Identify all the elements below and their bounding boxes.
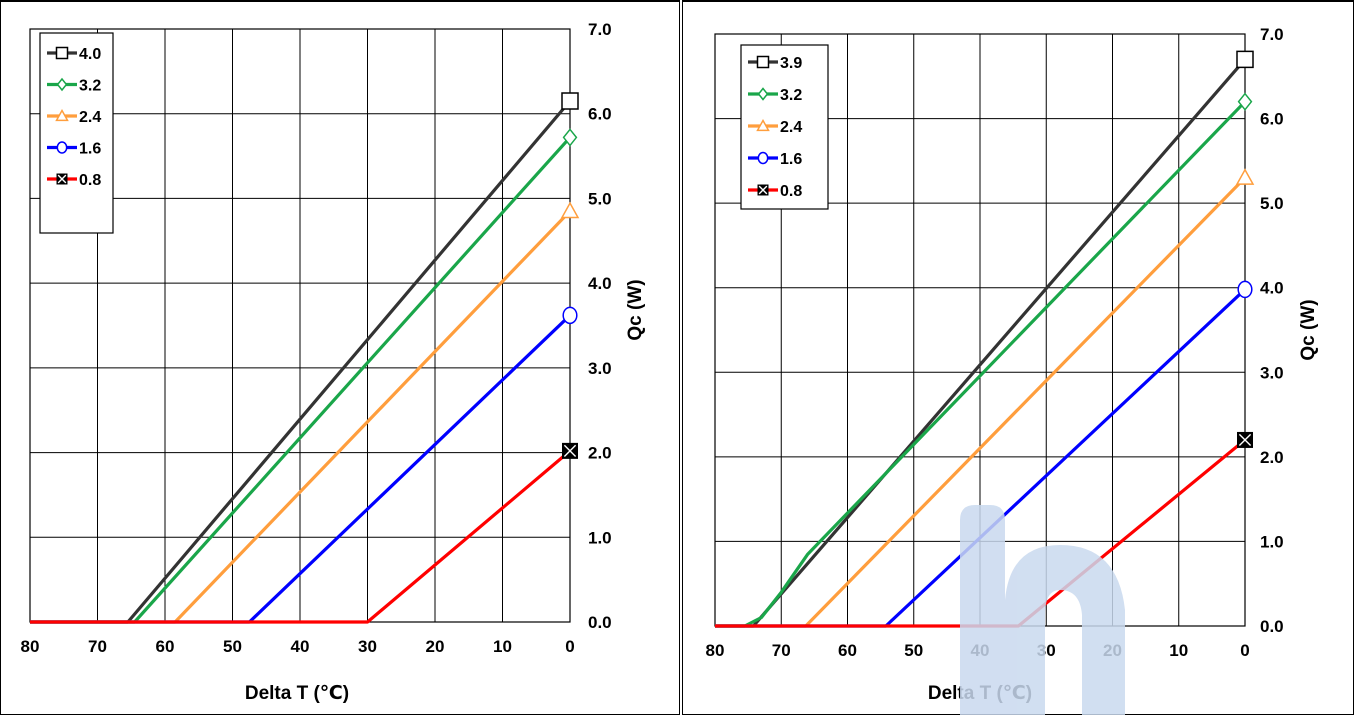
y-tick-label: 2.0 bbox=[588, 444, 612, 463]
x-tick-label: 50 bbox=[904, 641, 923, 660]
legend-label-2: 2.4 bbox=[780, 119, 802, 136]
x-tick-label: 0 bbox=[1240, 641, 1249, 660]
series-end-marker-4 bbox=[562, 442, 578, 459]
legend: 3.9 3.2 2.4 1.6 0.8 bbox=[740, 44, 829, 210]
x-tick-label: 20 bbox=[426, 637, 445, 656]
y-axis-label: Qc (W) bbox=[1298, 299, 1319, 360]
chart-panel-left: 80 70 60 50 40 30 20 10 0 0.0 1.0 2.0 3.0 4.0 5.0 6.0 7.… bbox=[0, 0, 680, 715]
legend-marker-3 bbox=[56, 141, 68, 154]
x-tick-label: 20 bbox=[1103, 641, 1122, 660]
x-tick-label: 70 bbox=[772, 641, 791, 660]
x-tick-label: 80 bbox=[21, 637, 40, 656]
x-tick-label: 10 bbox=[493, 637, 512, 656]
legend-marker-3 bbox=[757, 151, 769, 165]
x-tick-label: 60 bbox=[156, 637, 175, 656]
y-tick-label: 3.0 bbox=[588, 359, 612, 378]
x-tick-label: 40 bbox=[971, 641, 990, 660]
y-tick-label: 2.0 bbox=[1260, 448, 1284, 467]
x-tick-label: 40 bbox=[291, 637, 310, 656]
y-tick-label: 4.0 bbox=[588, 274, 612, 293]
series-end-marker-1 bbox=[562, 128, 578, 147]
legend-marker-2 bbox=[756, 118, 770, 132]
y-tick-label: 5.0 bbox=[1260, 194, 1284, 213]
y-tick-label: 3.0 bbox=[1260, 363, 1284, 382]
y-tick-label: 7.0 bbox=[588, 20, 612, 39]
chart-right: 80 70 60 50 40 30 20 10 0 0.0 1.0 2.0 3.0 4.0 5.0 6.0 7.… bbox=[706, 25, 1319, 704]
series-end-marker-0 bbox=[561, 92, 579, 110]
chart-panel-right: 80 70 60 50 40 30 20 10 0 0.0 1.0 2.0 3.0 4.0 5.0 6.0 7.… bbox=[682, 0, 1354, 715]
x-tick-label: 60 bbox=[838, 641, 857, 660]
x-tick-label: 0 bbox=[565, 637, 574, 656]
y-tick-label: 6.0 bbox=[588, 105, 612, 124]
legend-label-1: 3.2 bbox=[79, 78, 101, 95]
legend-marker-4 bbox=[757, 184, 769, 196]
legend-label-1: 3.2 bbox=[780, 87, 802, 104]
y-tick-label: 7.0 bbox=[1260, 25, 1284, 44]
legend-label-4: 0.8 bbox=[79, 172, 101, 189]
x-tick-label: 30 bbox=[1037, 641, 1056, 660]
y-tick-label: 1.0 bbox=[588, 528, 612, 547]
y-tick-label: 6.0 bbox=[1260, 110, 1284, 129]
x-tick-label: 30 bbox=[358, 637, 377, 656]
legend-box bbox=[39, 32, 114, 234]
legend-label-0: 3.9 bbox=[780, 55, 802, 72]
series-end-marker-3 bbox=[562, 306, 578, 325]
series-end-marker-2 bbox=[560, 201, 580, 219]
y-tick-label: 5.0 bbox=[588, 189, 612, 208]
legend-label-2: 2.4 bbox=[79, 109, 101, 126]
legend-label-3: 1.6 bbox=[780, 151, 802, 168]
legend-marker-0 bbox=[756, 55, 770, 69]
legend-label-4: 0.8 bbox=[780, 183, 802, 200]
legend-marker-2 bbox=[55, 108, 69, 122]
legend: 4.0 3.2 2.4 1.6 0.8 bbox=[39, 32, 114, 234]
y-tick-label: 0.0 bbox=[588, 613, 612, 632]
series-end-marker-1 bbox=[1237, 92, 1253, 111]
chart-left: 80 70 60 50 40 30 20 10 0 0.0 1.0 2.0 3.0 4.0 5.0 6.0 7.… bbox=[21, 20, 646, 704]
legend-marker-4 bbox=[56, 173, 68, 185]
x-tick-label: 10 bbox=[1169, 641, 1188, 660]
legend-label-3: 1.6 bbox=[79, 141, 101, 158]
x-tick-label: 50 bbox=[223, 637, 242, 656]
y-tick-label: 1.0 bbox=[1260, 532, 1284, 551]
y-axis-label: Qc (W) bbox=[625, 279, 646, 340]
x-tick-label: 80 bbox=[706, 641, 725, 660]
x-axis-label: Delta T (℃) bbox=[928, 683, 1032, 704]
legend-marker-1 bbox=[757, 87, 769, 101]
legend-marker-1 bbox=[56, 77, 68, 92]
series-end-marker-3 bbox=[1237, 280, 1253, 299]
y-tick-label: 0.0 bbox=[1260, 617, 1284, 636]
series-end-marker-0 bbox=[1236, 50, 1254, 69]
legend-label-0: 4.0 bbox=[79, 46, 101, 63]
x-tick-label: 70 bbox=[88, 637, 107, 656]
y-tick-label: 4.0 bbox=[1260, 279, 1284, 298]
series-end-marker-2 bbox=[1235, 168, 1255, 185]
series-line-4 bbox=[30, 449, 572, 624]
series-end-marker-4 bbox=[1237, 431, 1253, 448]
legend-marker-0 bbox=[55, 46, 69, 60]
x-axis-label: Delta T (℃) bbox=[245, 683, 349, 704]
